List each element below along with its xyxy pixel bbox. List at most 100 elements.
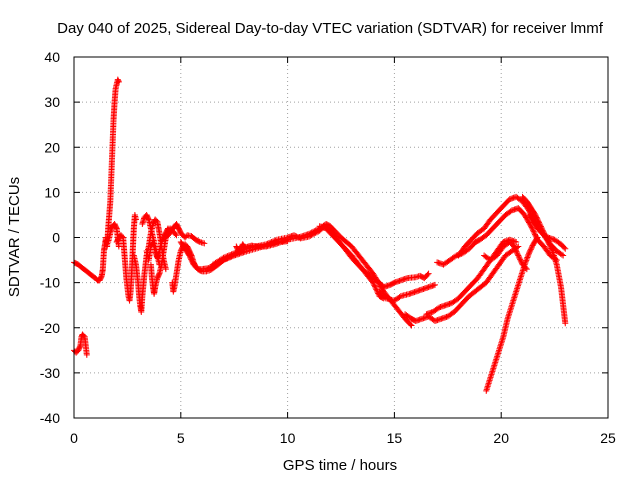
series-arc-1 [71,331,90,358]
y-tick-label: -20 [40,320,60,336]
data-point-marker [523,255,530,262]
data-point-marker [562,320,569,327]
data-point-marker [145,215,152,222]
data-point-marker [294,234,301,241]
data-point-marker [291,232,298,239]
series-arc-20 [481,239,530,273]
data-point-marker [528,223,535,230]
x-tick-label: 25 [600,430,616,446]
data-point-marker [516,255,523,262]
y-tick-label: 40 [44,49,60,65]
x-tick-label: 15 [387,430,403,446]
data-point-marker [511,244,518,251]
data-point-marker [408,322,415,329]
data-point-marker [292,232,299,239]
data-point-marker [221,254,228,261]
data-point-marker [547,242,554,249]
data-point-marker [187,255,194,262]
data-point-marker [530,227,537,234]
y-tick-label: 0 [52,230,60,246]
data-point-marker [562,245,569,252]
data-point-marker [186,253,193,260]
data-point-marker [526,249,533,256]
data-point-marker [525,251,532,258]
data-point-marker [534,215,541,222]
data-point-marker [224,253,231,260]
data-point-marker [307,232,314,239]
data-point-marker [188,256,195,263]
data-point-marker [312,229,319,236]
data-point-marker [424,271,431,278]
data-point-marker [407,321,414,328]
data-point-marker [545,240,552,247]
x-tick-label: 20 [493,430,509,446]
data-point-marker [528,224,535,231]
data-point-marker [113,224,120,231]
data-point-marker [515,252,522,259]
data-point-marker [511,243,518,250]
data-point-marker [527,246,534,253]
series-arc-10 [162,220,208,247]
data-point-marker [560,252,567,259]
data-series [71,76,569,394]
data-point-marker [531,231,538,238]
data-point-marker [188,257,195,264]
data-point-marker [80,332,87,339]
series-arc-16 [402,243,522,324]
data-point-marker [512,246,519,253]
data-point-marker [529,225,536,232]
data-point-marker [189,258,196,265]
data-point-marker [153,217,160,224]
data-point-marker [227,251,234,258]
series-arc-15 [376,281,438,304]
data-point-marker [533,214,540,221]
data-point-marker [172,231,179,238]
series-arc-23 [525,211,569,252]
series-arc-4 [113,211,139,304]
data-point-marker [548,245,555,252]
data-point-marker [162,266,169,273]
series-arc-7 [143,225,171,264]
data-point-marker [526,220,533,227]
y-tick-label: 20 [44,139,60,155]
x-tick-label: 5 [177,430,185,446]
x-axis-label: GPS time / hours [283,457,397,474]
data-point-marker [543,233,550,240]
data-point-marker [524,254,531,261]
data-point-marker [284,238,291,245]
data-point-marker [370,280,377,287]
data-point-marker [223,253,230,260]
data-point-marker [83,351,90,358]
data-point-marker [132,216,139,223]
data-point-marker [529,243,536,250]
y-tick-label: -30 [40,365,60,381]
data-point-marker [515,253,522,260]
y-tick-label: -10 [40,275,60,291]
data-point-marker [514,251,521,258]
data-point-marker [305,233,312,240]
data-point-marker [313,229,320,236]
data-point-marker [534,234,541,241]
series-arc-21 [483,234,541,394]
axis-ticks: 0 5 10 15 20 25 -40 -30 -20 -10 0 10 20 30 40 [40,49,616,446]
data-point-marker [115,78,122,85]
data-point-marker [513,239,520,246]
data-point-marker [452,253,459,260]
data-point-marker [507,208,514,215]
data-point-marker [220,254,227,261]
series-arc-2 [71,76,122,284]
data-point-marker [229,250,236,257]
data-point-marker [396,294,403,301]
data-point-marker [521,261,528,268]
data-point-marker [530,228,537,235]
y-tick-label: 10 [44,184,60,200]
series-arc-3 [105,220,122,250]
data-point-marker [205,265,212,272]
data-point-marker [514,249,521,256]
data-point-marker [558,251,565,258]
data-point-marker [546,241,553,248]
y-tick-label: -40 [40,410,60,426]
data-point-marker [425,270,432,277]
y-tick-label: 30 [44,94,60,110]
